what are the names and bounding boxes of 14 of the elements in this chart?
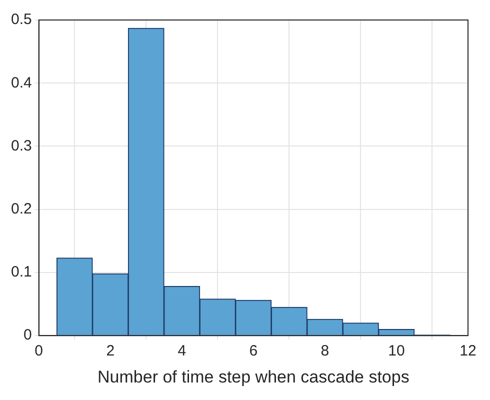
x-tick-label: 8 (320, 342, 330, 360)
x-tick-label: 10 (388, 342, 405, 360)
x-tick-label: 12 (460, 342, 476, 360)
x-tick-label: 2 (106, 342, 115, 360)
x-tick-label: 4 (178, 342, 186, 360)
x-axis-title: Number of time step when cascade stops (98, 367, 410, 386)
y-tick-label: 0.4 (10, 74, 32, 92)
x-tick-label: 6 (249, 342, 258, 360)
y-tick-label: 0.1 (10, 264, 32, 281)
y-tick-label: 0.5 (10, 11, 32, 28)
y-tick-label: 0.2 (10, 200, 32, 218)
y-tick-label: 0 (24, 326, 32, 344)
x-tick-label: 0 (34, 342, 44, 360)
y-tick-label: 0.3 (10, 137, 32, 154)
